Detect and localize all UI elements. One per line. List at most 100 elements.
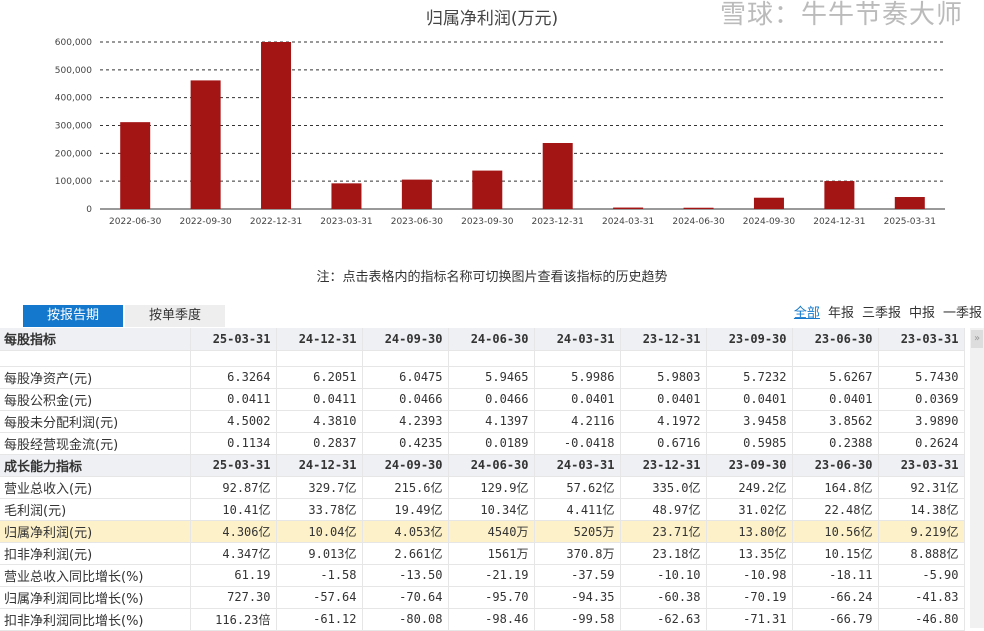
x-tick-label: 2024-09-30 bbox=[743, 217, 796, 227]
filter-all[interactable]: 全部 bbox=[793, 306, 820, 321]
date-header: 23-12-31 bbox=[620, 328, 707, 351]
y-tick-label: 100,000 bbox=[55, 177, 92, 187]
tab-by-report-period[interactable]: 按报告期 bbox=[23, 305, 123, 327]
x-tick-label: 2022-09-30 bbox=[179, 217, 232, 227]
cell-value: 0.0411 bbox=[190, 388, 277, 411]
cell-value: 4.1397 bbox=[448, 410, 535, 433]
tab-by-quarter[interactable]: 按单季度 bbox=[125, 305, 225, 327]
cell-value: 4.306亿 bbox=[190, 520, 277, 543]
date-header: 24-03-31 bbox=[534, 454, 621, 477]
x-tick-label: 2022-06-30 bbox=[109, 217, 162, 227]
table-row: 毛利润(元) 10.41亿 33.78亿 19.49亿 10.34亿 4.411亿 48.9… bbox=[0, 498, 965, 521]
date-header: 23-06-30 bbox=[792, 454, 879, 477]
cell-value: 33.78亿 bbox=[276, 498, 363, 521]
cell-value: 3.8562 bbox=[792, 410, 879, 433]
cell-value: 4.347亿 bbox=[190, 542, 277, 565]
cell-value: 249.2亿 bbox=[706, 476, 793, 499]
cell-value: 0.2837 bbox=[276, 432, 363, 455]
cell-value: -66.79 bbox=[792, 608, 879, 631]
table-row: 每股未分配利润(元) 4.5002 4.3810 4.2393 4.1397 4.2116… bbox=[0, 410, 965, 433]
filter-q3[interactable]: 三季报 bbox=[861, 306, 901, 321]
date-header: 24-09-30 bbox=[362, 454, 449, 477]
cell-value: 215.6亿 bbox=[362, 476, 449, 499]
date-header: 25-03-31 bbox=[190, 454, 277, 477]
cell-value: 5.9803 bbox=[620, 366, 707, 389]
cell-value: 10.15亿 bbox=[792, 542, 879, 565]
cell-value: 370.8万 bbox=[534, 542, 621, 565]
cell-value: -1.58 bbox=[276, 564, 363, 587]
cell-value: 22.48亿 bbox=[792, 498, 879, 521]
cell-value: -41.83 bbox=[878, 586, 965, 609]
date-header: 24-03-31 bbox=[534, 328, 621, 351]
indicator-name[interactable]: 每股净资产(元) bbox=[0, 366, 191, 389]
cell-value: -71.31 bbox=[706, 608, 793, 631]
indicator-name[interactable]: 营业总收入(元) bbox=[0, 476, 191, 499]
filter-half[interactable]: 中报 bbox=[908, 306, 935, 321]
date-header: 23-06-30 bbox=[792, 328, 879, 351]
table-row: 扣非净利润(元) 4.347亿 9.013亿 2.661亿 1561万 370.8万 23.… bbox=[0, 542, 965, 565]
report-filter: 全部 年报 三季报 中报 一季报 bbox=[794, 302, 982, 321]
bar bbox=[753, 197, 784, 209]
cell-value: 13.80亿 bbox=[706, 520, 793, 543]
x-tick-label: 2023-06-30 bbox=[391, 217, 444, 227]
cell-value: 57.62亿 bbox=[534, 476, 621, 499]
date-header: 23-09-30 bbox=[706, 328, 793, 351]
cell-value: 92.87亿 bbox=[190, 476, 277, 499]
cell-value: 727.30 bbox=[190, 586, 277, 609]
scrollbar[interactable]: » bbox=[970, 328, 984, 628]
cell-value: -0.0418 bbox=[534, 432, 621, 455]
scroll-right-icon[interactable]: » bbox=[971, 330, 983, 348]
filter-q1[interactable]: 一季报 bbox=[942, 306, 982, 321]
cell-value: -80.08 bbox=[362, 608, 449, 631]
cell-value: 23.18亿 bbox=[620, 542, 707, 565]
indicator-name[interactable]: 归属净利润(元) bbox=[0, 520, 191, 543]
bar bbox=[120, 122, 151, 209]
filter-annual[interactable]: 年报 bbox=[827, 306, 854, 321]
indicator-name[interactable]: 归属净利润同比增长(%) bbox=[0, 586, 191, 609]
cell-value: -10.10 bbox=[620, 564, 707, 587]
date-header: 23-03-31 bbox=[878, 454, 965, 477]
bar bbox=[894, 197, 925, 209]
bar bbox=[261, 42, 292, 209]
bar bbox=[401, 179, 432, 209]
indicator-name[interactable]: 营业总收入同比增长(%) bbox=[0, 564, 191, 587]
cell-value: 0.5985 bbox=[706, 432, 793, 455]
cell-value: 3.9890 bbox=[878, 410, 965, 433]
cell-value: 0.0369 bbox=[878, 388, 965, 411]
table-row: 扣非净利润同比增长(%) 116.23倍 -61.12 -80.08 -98.46 -99… bbox=[0, 608, 965, 631]
cell-value: 0.1134 bbox=[190, 432, 277, 455]
cell-value: 0.0401 bbox=[620, 388, 707, 411]
cell-value: 5.7430 bbox=[878, 366, 965, 389]
cell-value: 6.0475 bbox=[362, 366, 449, 389]
date-header: 23-12-31 bbox=[620, 454, 707, 477]
cell-value: 48.97亿 bbox=[620, 498, 707, 521]
cell-value: 0.6716 bbox=[620, 432, 707, 455]
cell-value: 0.4235 bbox=[362, 432, 449, 455]
cell-value: 2.661亿 bbox=[362, 542, 449, 565]
cell-value: -98.46 bbox=[448, 608, 535, 631]
cell-value: 3.9458 bbox=[706, 410, 793, 433]
cell-value: 5205万 bbox=[534, 520, 621, 543]
indicator-name[interactable]: 毛利润(元) bbox=[0, 498, 191, 521]
cell-value: -66.24 bbox=[792, 586, 879, 609]
indicator-name[interactable]: 每股经营现金流(元) bbox=[0, 432, 191, 455]
bar bbox=[683, 207, 714, 209]
cell-value: 4.053亿 bbox=[362, 520, 449, 543]
cell-value: -62.63 bbox=[620, 608, 707, 631]
indicator-name[interactable]: 扣非净利润(元) bbox=[0, 542, 191, 565]
cell-value: -99.58 bbox=[534, 608, 621, 631]
indicator-name[interactable]: 每股公积金(元) bbox=[0, 388, 191, 411]
bar bbox=[542, 143, 573, 209]
section-title: 成长能力指标 bbox=[0, 454, 191, 477]
cell-value: 61.19 bbox=[190, 564, 277, 587]
table-row: 每股经营现金流(元) 0.1134 0.2837 0.4235 0.0189 -0.041… bbox=[0, 432, 965, 455]
cell-value: 9.219亿 bbox=[878, 520, 965, 543]
indicator-table: 每股指标 25-03-31 24-12-31 24-09-30 24-06-30 24-0… bbox=[0, 328, 965, 631]
cell-value: 5.6267 bbox=[792, 366, 879, 389]
indicator-name[interactable]: 扣非净利润同比增长(%) bbox=[0, 608, 191, 631]
cell-value: 6.2051 bbox=[276, 366, 363, 389]
cell-value: -13.50 bbox=[362, 564, 449, 587]
cell-value: -5.90 bbox=[878, 564, 965, 587]
indicator-name[interactable]: 每股未分配利润(元) bbox=[0, 410, 191, 433]
cell-value: 0.2388 bbox=[792, 432, 879, 455]
